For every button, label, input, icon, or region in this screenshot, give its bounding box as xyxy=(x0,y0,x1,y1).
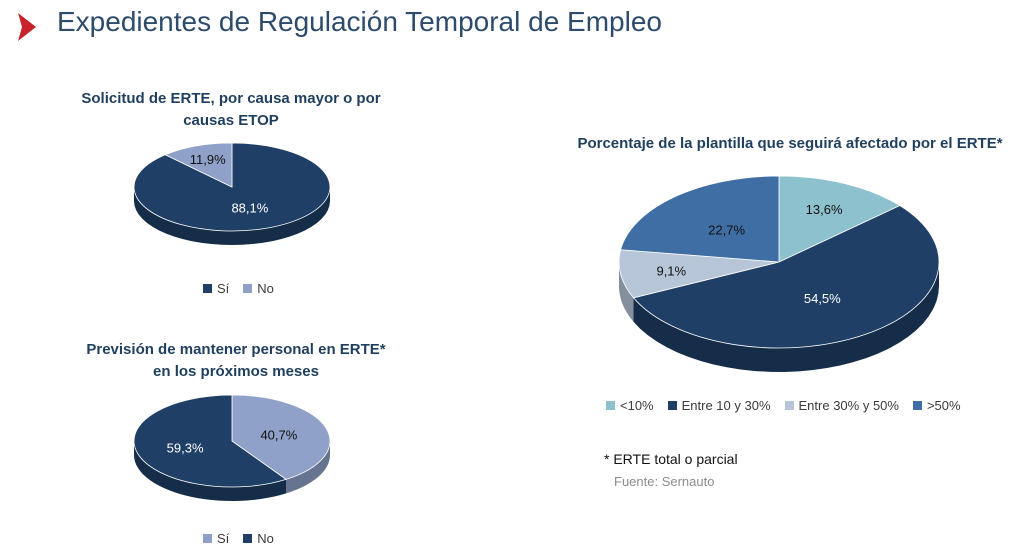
pie-slice-side xyxy=(134,187,330,245)
legend-item: No xyxy=(243,531,274,546)
pie-data-label: 13,6% xyxy=(806,202,843,217)
pie-slice xyxy=(620,175,780,263)
legend-swatch xyxy=(912,401,922,410)
legend-item: <10% xyxy=(606,398,654,413)
pie-data-label: 54,5% xyxy=(804,291,841,306)
pie-data-label: 9,1% xyxy=(656,263,686,278)
chart-1-title-line-1: Solicitud de ERTE, por causa mayor o por xyxy=(81,90,381,107)
chart-1-legend: Sí No xyxy=(203,281,274,296)
legend-swatch xyxy=(667,401,677,410)
footnote: * ERTE total o parcial xyxy=(604,451,738,467)
legend-item: >50% xyxy=(912,398,961,413)
page-title: Expedientes de Regulación Temporal de Em… xyxy=(57,6,662,37)
legend-label: No xyxy=(257,531,274,546)
legend-item: No xyxy=(243,281,274,296)
chart-2-title-line-2: en los próximos meses xyxy=(153,363,319,380)
pie-data-label: 22,7% xyxy=(708,223,745,238)
chart-3-title-line-1: Porcentaje de la plantilla que seguirá a… xyxy=(577,135,1003,152)
legend-label: Sí xyxy=(217,531,230,546)
chart-3-title: Porcentaje de la plantilla que seguirá a… xyxy=(560,133,1020,155)
pie-slice-side xyxy=(619,262,634,322)
pie-data-label: 59,3% xyxy=(167,441,204,456)
legend-swatch xyxy=(203,534,212,543)
source-note: Fuente: Sernauto xyxy=(614,474,715,489)
pie-slice-side xyxy=(286,441,330,494)
pie-slice xyxy=(778,175,901,263)
legend-item: Entre 30% y 50% xyxy=(784,398,899,413)
legend-label: >50% xyxy=(926,398,961,413)
pie-slice xyxy=(618,249,780,299)
legend-swatch xyxy=(203,284,212,293)
pie-data-label: 88,1% xyxy=(231,201,268,216)
legend-label: Entre 30% y 50% xyxy=(798,398,899,413)
pie-data-label: 40,7% xyxy=(260,427,297,442)
legend-item: Sí xyxy=(203,531,229,546)
legend-swatch xyxy=(606,401,615,410)
title-marker-icon xyxy=(18,13,36,41)
pie-slice-side xyxy=(633,262,939,372)
chart-1-title-line-2: causas ETOP xyxy=(183,112,279,129)
chart-1-title: Solicitud de ERTE, por causa mayor o por… xyxy=(40,88,422,132)
pie-slice xyxy=(164,142,233,188)
chart-3-legend: <10% Entre 10 y 30% Entre 30% y 50% >50% xyxy=(606,398,961,413)
pie-slice-side xyxy=(134,441,287,501)
legend-item: Sí xyxy=(203,281,229,296)
pie-slice xyxy=(632,205,940,349)
pie-data-label: 11,9% xyxy=(190,152,226,167)
pie-slice xyxy=(133,394,287,488)
legend-swatch xyxy=(243,534,253,543)
legend-label: Entre 10 y 30% xyxy=(681,398,771,413)
legend-label: Sí xyxy=(217,281,230,296)
legend-label: No xyxy=(257,281,274,296)
legend-swatch xyxy=(243,284,253,293)
chart-2-title: Previsión de mantener personal en ERTE* … xyxy=(40,339,432,383)
pie-slice xyxy=(133,142,331,232)
chart-2-title-line-1: Previsión de mantener personal en ERTE* xyxy=(86,341,386,358)
legend-label: <10% xyxy=(620,398,654,413)
chart-2-legend: Sí No xyxy=(203,531,274,546)
legend-item: Entre 10 y 30% xyxy=(667,398,771,413)
legend-swatch xyxy=(784,401,794,410)
